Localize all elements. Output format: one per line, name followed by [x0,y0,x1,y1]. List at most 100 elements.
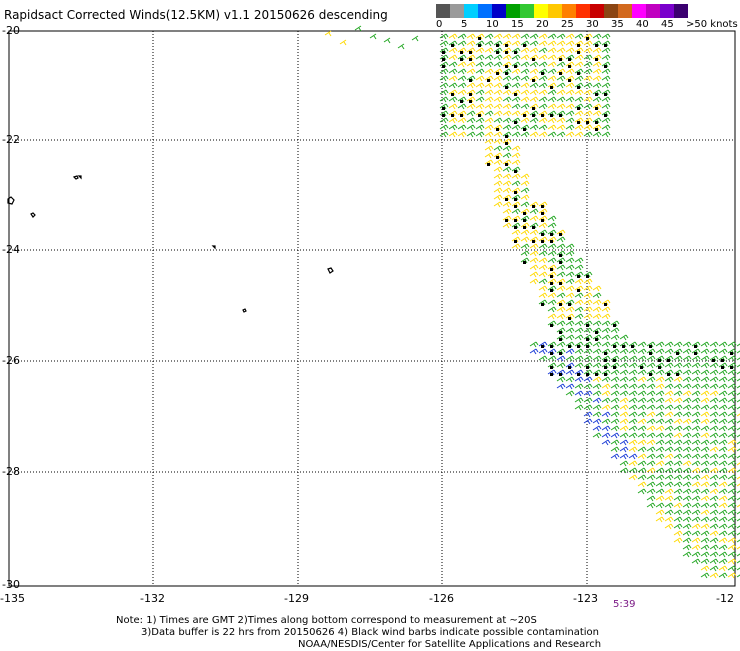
wind-barb [736,532,740,536]
contamination-marker [604,373,607,376]
wind-barb [466,40,476,47]
contamination-marker [451,114,454,117]
contamination-marker [451,93,454,96]
contamination-marker [559,254,562,257]
wind-barb [592,418,602,425]
contamination-marker [523,212,526,215]
wind-barb [691,502,701,509]
wind-barb [646,404,656,411]
wind-barb [664,397,674,404]
wind-barb [664,446,674,453]
wind-barb [592,82,602,89]
wind-barb [538,124,548,131]
legend-swatch [450,4,464,18]
wind-barb [736,448,740,452]
contamination-marker [514,170,517,173]
wind-barb [655,516,665,523]
wind-barb [718,376,728,383]
contamination-marker [496,156,499,159]
map-title: Rapidsact Corrected Winds(12.5KM) v1.1 2… [4,8,388,22]
wind-barb [736,378,740,382]
wind-barb [628,460,638,467]
wind-barb [691,474,701,481]
wind-barb [511,96,521,103]
wind-barb [457,103,467,110]
lat-label: -30 [2,578,20,591]
wind-barb [700,425,710,432]
wind-barb [673,446,683,453]
wind-barb [700,481,710,488]
wind-barb [691,537,701,544]
wind-barb [511,82,521,89]
wind-barb [583,89,593,96]
wind-barb [574,327,584,334]
wind-barb [484,61,494,68]
wind-barb [583,47,593,54]
wind-barb [592,383,602,390]
wind-barb [610,432,620,439]
wind-barb [565,292,575,299]
contamination-marker [541,233,544,236]
contamination-marker [649,352,652,355]
contamination-marker [649,373,652,376]
wind-barb [583,103,593,110]
contamination-marker [577,373,580,376]
wind-barb [592,411,602,418]
wind-barb [709,369,719,376]
wind-barb [565,33,575,40]
contamination-marker [514,93,517,96]
wind-barb [691,404,701,411]
wind-barb [718,348,728,355]
legend-swatch [436,4,450,18]
wind-barb [493,194,503,201]
wind-barb [529,257,539,264]
contamination-marker [631,345,634,348]
contamination-marker [469,100,472,103]
legend-swatch [492,4,506,18]
wind-barb [628,362,638,369]
wind-barb [718,453,728,460]
wind-barb [529,243,539,250]
wind-barb [547,222,557,229]
wind-barb [718,397,728,404]
wind-barb [673,439,683,446]
wind-barb [664,404,674,411]
wind-barb [727,537,737,544]
wind-barb [547,215,557,222]
wind-barb [592,33,602,40]
wind-barb [511,110,521,117]
wind-barb [700,390,710,397]
wind-barb [448,75,458,82]
wind-barb [457,89,467,96]
contamination-marker [604,65,607,68]
wind-barb [655,383,665,390]
wind-barb [583,390,593,397]
wind-barb [439,68,449,75]
wind-barb [691,523,701,530]
wind-barb [556,264,566,271]
contamination-marker [604,114,607,117]
wind-barb [727,474,737,481]
wind-barb [601,320,611,327]
wind-barb [637,348,647,355]
wind-barb [565,320,575,327]
wind-barb [583,404,593,411]
wind-barb [709,439,719,446]
wind-barb [610,369,620,376]
wind-barb [475,103,485,110]
wind-barb [448,54,458,61]
wind-barb [538,96,548,103]
wind-barb [736,546,740,550]
wind-barb [520,194,530,201]
wind-barb [556,292,566,299]
legend-label: 5 [461,19,468,30]
wind-barb [682,355,692,362]
wind-barb [565,47,575,54]
wind-barb [619,453,629,460]
wind-barb [574,383,584,390]
wind-barb [484,47,494,54]
wind-barb [700,460,710,467]
wind-barb [646,432,656,439]
legend-swatch [548,4,562,18]
contamination-marker [460,58,463,61]
